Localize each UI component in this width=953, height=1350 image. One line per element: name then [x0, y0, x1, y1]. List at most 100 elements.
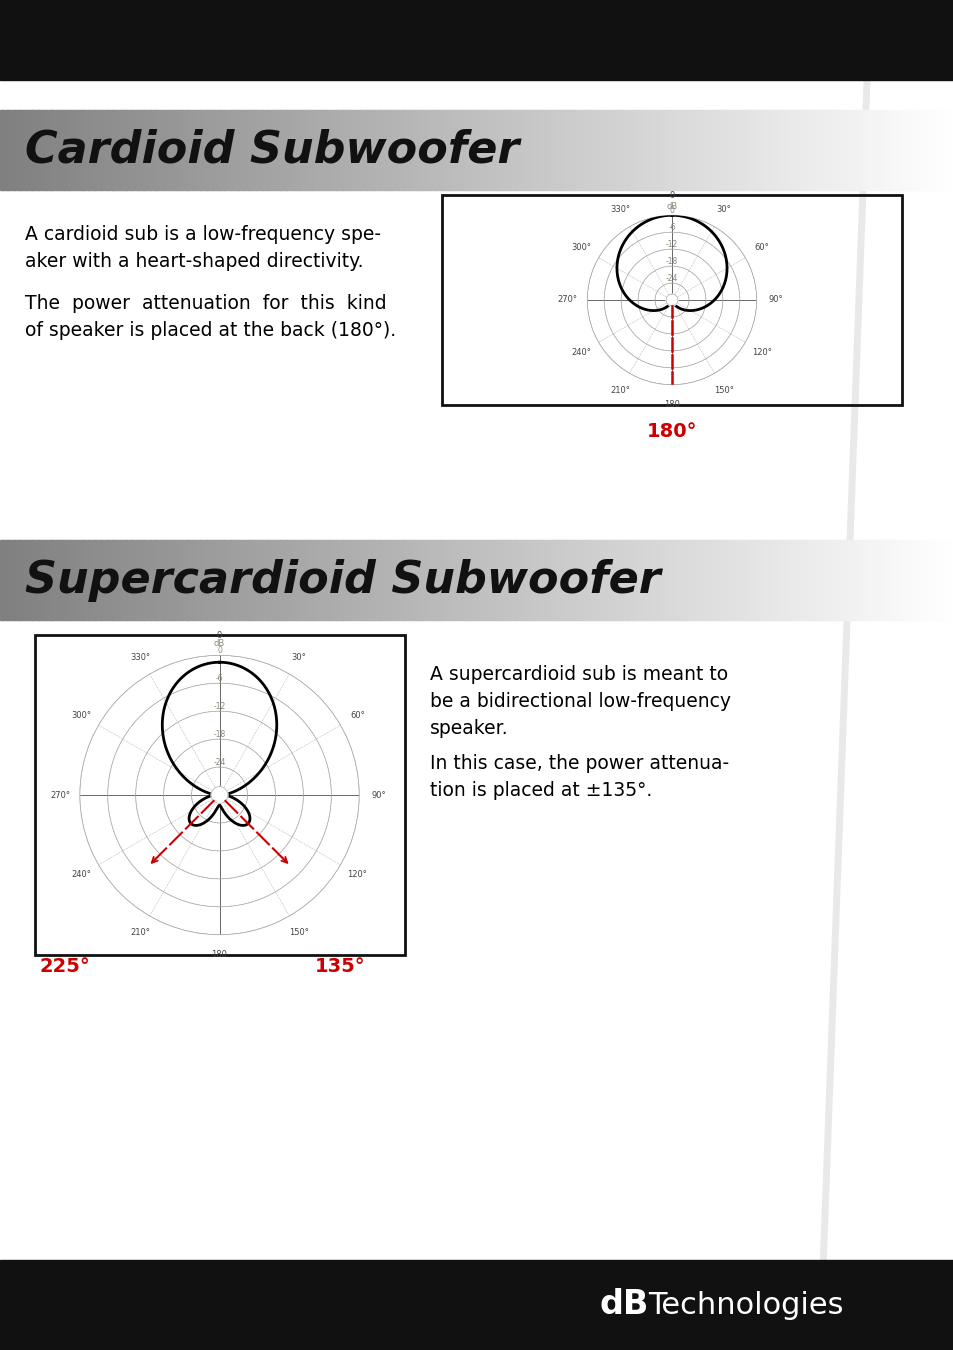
Bar [193, 109, 196, 190]
Bar [119, 540, 122, 620]
Bar [434, 109, 436, 190]
Bar [882, 109, 884, 190]
Bar [86, 540, 89, 620]
Bar [212, 109, 215, 190]
Bar [688, 540, 692, 620]
Bar [600, 109, 603, 190]
Bar [148, 109, 151, 190]
Bar [429, 540, 432, 620]
Bar [205, 109, 208, 190]
Bar [450, 540, 454, 620]
Bar [624, 540, 627, 620]
Bar [581, 109, 584, 190]
Bar [743, 109, 746, 190]
Bar [939, 109, 942, 190]
Bar [545, 540, 549, 620]
Bar [941, 109, 944, 190]
Bar [829, 109, 832, 190]
Bar [586, 109, 589, 190]
Bar [872, 109, 875, 190]
Bar [884, 109, 887, 190]
Bar [427, 109, 430, 190]
Bar [653, 540, 656, 620]
Bar [562, 109, 565, 190]
Bar [481, 540, 484, 620]
Text: In this case, the power attenua-: In this case, the power attenua- [430, 755, 728, 774]
Bar [30, 109, 34, 190]
Bar [50, 109, 53, 190]
Bar [777, 540, 780, 620]
Bar [943, 109, 946, 190]
Bar [0, 1260, 953, 1350]
Bar [400, 109, 403, 190]
Bar [421, 540, 425, 620]
Bar [710, 109, 713, 190]
Bar [879, 540, 882, 620]
Bar [891, 109, 894, 190]
Bar [19, 109, 22, 190]
Bar [901, 540, 903, 620]
Bar [178, 540, 182, 620]
Bar [500, 540, 503, 620]
Bar [35, 109, 39, 190]
Bar [558, 109, 560, 190]
Bar [331, 109, 335, 190]
Bar [753, 109, 756, 190]
Bar [257, 540, 260, 620]
Bar [162, 109, 165, 190]
Bar [910, 109, 913, 190]
Bar [772, 109, 775, 190]
Bar [869, 540, 873, 620]
Bar [505, 540, 508, 620]
Bar [574, 109, 578, 190]
Bar [95, 109, 98, 190]
Bar [815, 109, 818, 190]
Bar [193, 540, 196, 620]
Bar [907, 109, 911, 190]
Bar [831, 540, 835, 620]
Bar [536, 540, 539, 620]
Bar [143, 540, 146, 620]
Bar [681, 540, 684, 620]
Bar [43, 109, 46, 190]
Bar [707, 109, 711, 190]
Bar [483, 109, 487, 190]
Bar [243, 540, 246, 620]
Bar [467, 540, 470, 620]
Bar [939, 540, 942, 620]
Bar [798, 109, 801, 190]
Bar [577, 109, 579, 190]
Bar [393, 540, 396, 620]
Bar [159, 109, 163, 190]
Bar [11, 109, 15, 190]
Bar [843, 540, 846, 620]
Bar [200, 540, 203, 620]
Bar [188, 540, 192, 620]
Text: dB: dB [599, 1288, 649, 1322]
Bar [586, 540, 589, 620]
Bar [567, 540, 570, 620]
Bar [748, 109, 751, 190]
Bar [141, 540, 144, 620]
Bar [281, 109, 284, 190]
Bar [781, 109, 784, 190]
Bar [817, 109, 821, 190]
Bar [126, 540, 130, 620]
Bar [443, 540, 446, 620]
Bar [103, 109, 106, 190]
Bar [16, 109, 20, 190]
Bar [92, 109, 96, 190]
Bar [815, 540, 818, 620]
Bar [837, 109, 840, 190]
Bar [402, 540, 406, 620]
Bar [915, 540, 918, 620]
Bar [593, 109, 597, 190]
Bar [669, 540, 673, 620]
Bar [135, 540, 139, 620]
Bar [297, 109, 301, 190]
Bar [369, 540, 373, 620]
Bar [519, 109, 522, 190]
Bar [834, 109, 837, 190]
Bar [510, 540, 513, 620]
Bar [524, 540, 527, 620]
